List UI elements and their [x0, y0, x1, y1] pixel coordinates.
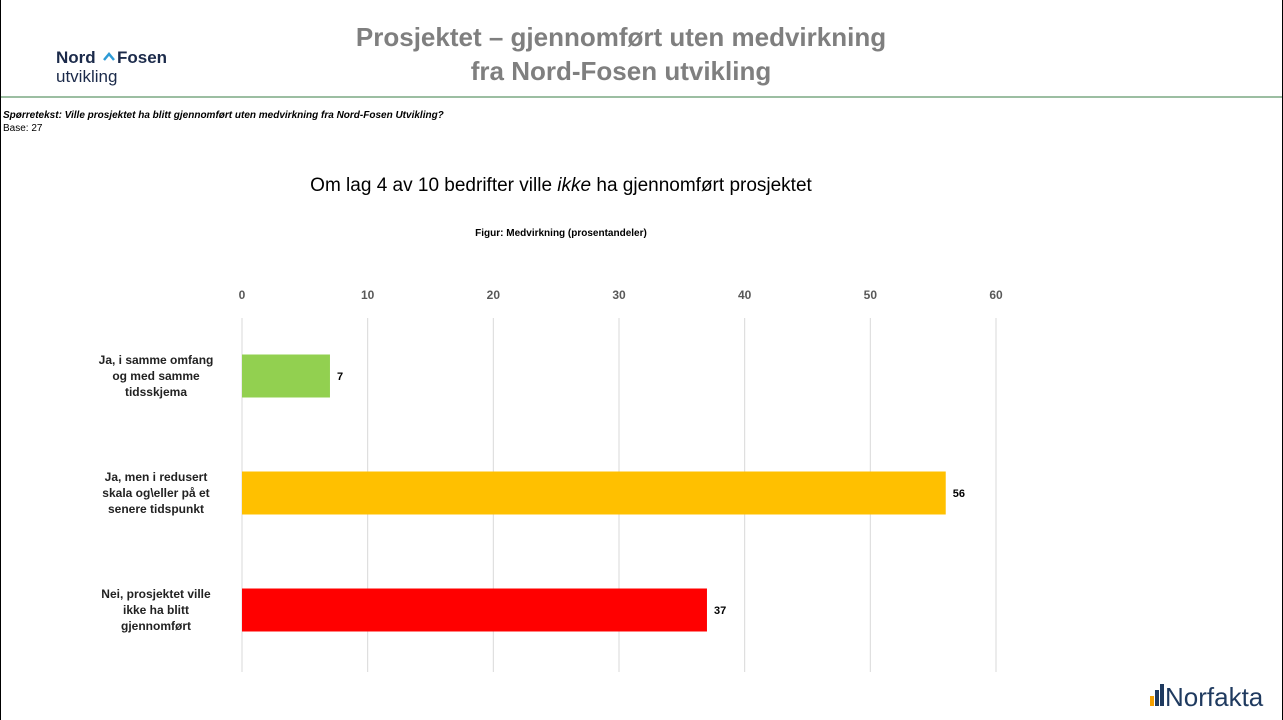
x-tick-label: 40	[738, 288, 752, 302]
x-tick-label: 0	[239, 288, 246, 302]
chart-title: Figur: Medvirkning (prosentandeler)	[475, 228, 647, 239]
y-tick-label: Ja, men i redusert skala og\eller på et …	[102, 470, 210, 516]
base: Base: 27	[3, 123, 43, 134]
headline-part: ha gjennomført prosjektet	[591, 175, 812, 196]
x-tick-label: 50	[864, 288, 878, 302]
slide-title: Prosjektet – gjennomført uten medvirknin…	[355, 22, 887, 52]
headline: Om lag 4 av 10 bedrifter ville ikke ha g…	[310, 175, 812, 196]
bar	[242, 471, 946, 515]
logo-word: utvikling	[56, 67, 117, 86]
logo-icon	[1155, 690, 1159, 706]
logo-word: Nord	[56, 48, 96, 67]
logo-word: Fosen	[117, 48, 167, 67]
data-label: 56	[953, 488, 965, 500]
logo-caret	[103, 52, 115, 61]
x-tick-label: 60	[989, 288, 1003, 302]
y-tick-label: Ja, i samme omfang og med samme tidsskje…	[98, 353, 214, 399]
logo-icon	[1150, 696, 1154, 706]
headline-part: ikke	[557, 175, 591, 196]
x-tick-label: 10	[361, 288, 375, 302]
slide-title: fra Nord-Fosen utvikling	[470, 56, 772, 86]
y-tick-label: Nei, prosjektet ville ikke ha blitt gjen…	[101, 587, 211, 633]
footer-logo: Norfakta	[1165, 682, 1264, 712]
bar	[242, 588, 707, 632]
data-label: 37	[714, 605, 726, 617]
headline-part: Om lag 4 av 10 bedrifter ville	[310, 175, 557, 196]
logo-icon	[1160, 684, 1164, 706]
data-label: 7	[337, 371, 343, 383]
question: Spørretekst: Ville prosjektet ha blitt g…	[3, 110, 444, 121]
x-tick-label: 20	[487, 288, 501, 302]
x-tick-label: 30	[612, 288, 626, 302]
bar	[242, 354, 330, 398]
